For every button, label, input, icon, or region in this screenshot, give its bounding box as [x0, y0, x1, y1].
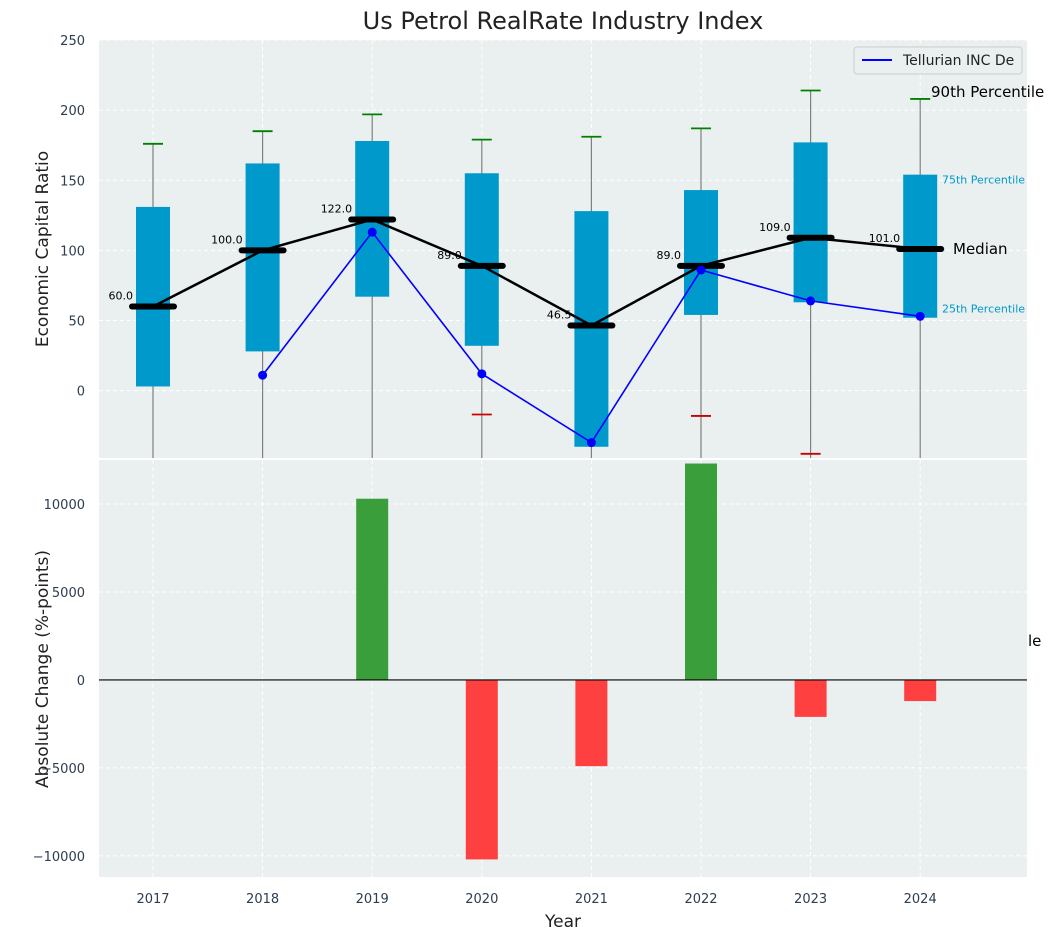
- series-point: [696, 265, 706, 275]
- legend-entry: Tellurian INC De: [902, 53, 1014, 69]
- bottom-y-axis-label: Absolute Change (%-points): [33, 550, 53, 788]
- change-bar: [465, 679, 498, 860]
- change-bar: [685, 463, 717, 680]
- series-point: [258, 370, 268, 380]
- change-bar: [356, 498, 389, 680]
- clipped-annotation: le: [1028, 632, 1041, 650]
- x-tick-label: 2019: [356, 892, 389, 907]
- top-y-tick-label: 50: [68, 315, 85, 330]
- median-value-label: 89.0: [657, 249, 682, 262]
- iqr-box: [684, 190, 718, 315]
- x-tick-label: 2021: [575, 892, 608, 907]
- annotation-25th-percentile: 25th Percentile: [942, 303, 1025, 316]
- series-point: [915, 311, 925, 321]
- x-axis-label: Year: [544, 912, 581, 932]
- x-tick-label: 2017: [136, 892, 169, 907]
- series-point: [367, 227, 377, 237]
- top-y-tick-label: 0: [77, 385, 85, 400]
- bottom-y-tick-label: 0: [77, 674, 85, 689]
- iqr-box: [793, 142, 828, 303]
- x-tick-label: 2020: [465, 892, 498, 907]
- top-y-tick-label: 200: [60, 104, 85, 119]
- median-trend-line: [152, 218, 921, 327]
- series-point: [806, 296, 816, 306]
- series-point: [586, 438, 596, 448]
- top-y-tick-label: 250: [60, 34, 85, 49]
- bottom-y-tick-label: 10000: [44, 498, 85, 513]
- x-tick-label: 2024: [904, 892, 937, 907]
- bottom-marks: [99, 463, 1027, 860]
- bottom-y-tick-label: 5000: [52, 586, 85, 601]
- top-plot-area: [99, 40, 1027, 458]
- legend-box: [853, 46, 1023, 75]
- median-value-label: 46.5: [547, 308, 572, 321]
- iqr-box: [574, 211, 609, 447]
- x-tick-label: 2018: [246, 892, 279, 907]
- legend: Tellurian INC De: [853, 46, 1023, 75]
- iqr-box: [464, 173, 499, 346]
- change-bar: [794, 679, 827, 717]
- bottom-y-tick-label: −5000: [41, 762, 85, 777]
- bottom-y-tick-label: −10000: [33, 850, 85, 865]
- iqr-box: [136, 206, 170, 387]
- median-value-label: 122.0: [321, 203, 353, 216]
- top-y-tick-label: 150: [60, 174, 85, 189]
- top-marks: 60.0 100.0 122.0 89.0 46.5 89.0 109.0 101.0: [109, 89, 945, 458]
- change-bar: [575, 679, 608, 767]
- median-value-label: 101.0: [869, 232, 901, 245]
- median-value-label: 109.0: [759, 221, 791, 234]
- median-value-label: 89.0: [437, 249, 462, 262]
- change-bar: [904, 679, 937, 702]
- bottom-plot-area: [99, 460, 1027, 877]
- chart-title: Us Petrol RealRate Industry Index: [363, 7, 764, 35]
- x-tick-label: 2022: [684, 892, 717, 907]
- annotation-90th-percentile: 90th Percentile: [931, 83, 1044, 101]
- median-value-label: 60.0: [109, 290, 134, 303]
- annotation-median: Median: [953, 240, 1008, 258]
- top-y-axis-label: Economic Capital Ratio: [33, 151, 53, 347]
- top-y-tick-label: 100: [60, 244, 85, 259]
- annotation-75th-percentile: 75th Percentile: [942, 174, 1025, 187]
- median-value-label: 100.0: [211, 233, 243, 246]
- series-point: [477, 369, 487, 379]
- x-tick-label: 2023: [794, 892, 827, 907]
